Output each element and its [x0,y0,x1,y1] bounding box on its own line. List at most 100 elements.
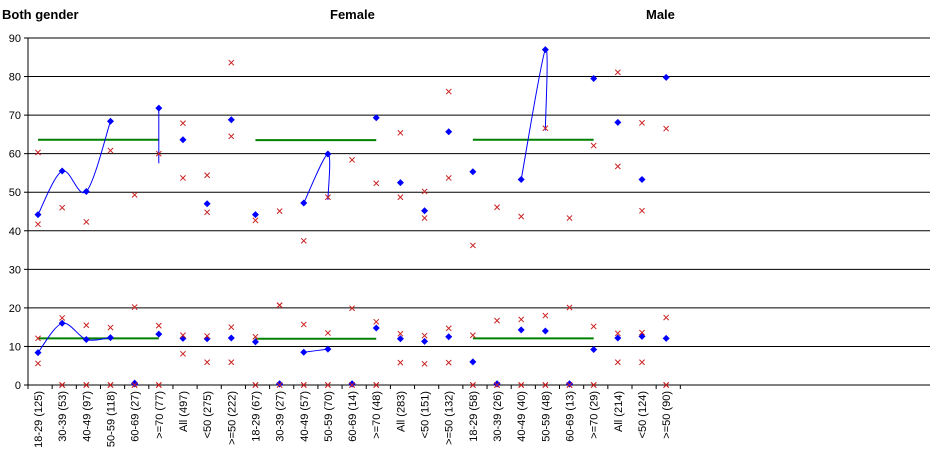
ci-marker [83,322,90,329]
estimate-marker [541,46,549,54]
y-tick-label: 50 [9,187,21,199]
ci-marker [373,180,380,187]
ci-marker [518,213,525,220]
x-tick-label: All (283) [395,391,407,432]
ci-marker [614,163,621,170]
estimate-marker [469,168,477,176]
ci-marker [397,194,404,201]
x-tick-label: 60-69 (14) [347,391,359,442]
x-tick-label: >=70 (29) [589,391,601,439]
y-tick-label: 30 [9,264,21,276]
estimate-marker [203,200,211,208]
x-tick-label: All (497) [178,391,190,432]
ci-marker [663,125,670,132]
ci-marker [566,304,573,311]
ci-marker [228,324,235,331]
ci-marker [421,188,428,195]
ci-marker [300,382,307,388]
estimate-marker [445,128,453,136]
ci-marker [155,322,162,329]
ci-marker [252,217,259,224]
estimate-marker [251,338,259,346]
x-tick-label: >=70 (77) [154,391,166,439]
ci-marker [300,321,307,328]
trend-curve [303,348,328,353]
estimate-marker [662,73,670,81]
ci-marker [542,312,549,319]
trend-curve [37,121,111,215]
ci-marker [107,147,114,154]
estimate-marker [469,358,477,366]
x-tick-label: 60-69 (13) [565,391,577,442]
ci-marker [276,208,283,215]
ci-marker [494,204,500,211]
reference-lines [38,138,594,340]
ci-marker [445,88,452,95]
ci-marker [469,242,476,249]
ci-marker [131,191,138,198]
estimate-marker [662,334,670,342]
estimate-marker [155,104,163,112]
ci-marker [445,325,452,332]
ci-marker [107,382,114,388]
y-tick-label: 70 [9,110,21,122]
panel-title-both-gender: Both gender [2,7,79,22]
x-tick-label: >=70 (48) [371,391,383,439]
estimate-marker [300,199,308,207]
estimate-marker [324,345,332,353]
estimate-marker [227,334,235,342]
estimate-marker [251,211,259,219]
ci-marker [59,204,66,211]
ci-marker [349,305,356,312]
x-tick-label: 50-59 (118) [105,391,117,447]
x-tick-label: 40-49 (40) [516,391,528,442]
ci-marker [228,59,235,66]
x-tick-label: <50 (124) [637,391,649,438]
estimate-marker [590,346,598,354]
ci-marker [228,359,235,366]
estimate-marker [517,326,525,334]
ci-marker [494,382,500,388]
estimate-marker [493,380,501,388]
estimate-marker [566,380,574,388]
ci-marker [204,333,211,339]
x-tick-label: 18-29 (67) [250,391,262,442]
ci-marker [276,302,283,309]
estimate-marker [300,348,308,356]
estimate-marker [638,332,646,340]
x-tick-label: 40-49 (57) [299,391,311,442]
ci-marker [421,332,428,339]
estimate-marker [372,114,380,122]
estimate-marker [34,211,42,219]
ci-marker [324,329,331,336]
ci-marker [445,175,452,181]
estimate-marker [203,335,211,343]
ci-marker [397,330,404,337]
y-tick-label: 80 [9,72,21,84]
ci-marker [566,215,573,222]
ci-marker [469,382,476,388]
ci-marker [155,150,162,157]
ci-marker [421,215,428,222]
gridlines [28,37,930,347]
estimate-marker [58,319,66,327]
ci-marker [614,359,621,366]
x-tick-label: 30-39 (53) [57,391,69,442]
x-tick-label: 18-29 (125) [33,391,45,448]
estimate-marker [58,167,66,175]
ci-marker [373,382,380,388]
x-tick-label: >=50 (222) [226,391,238,445]
ci-marker [639,329,645,336]
ci-marker [276,382,283,388]
ci-marker [614,330,621,337]
ci-marker [421,360,428,367]
ci-marker [155,382,162,388]
ci-marker [590,142,597,149]
ci-marker [35,149,41,156]
ci-marker [59,314,66,321]
ci-marker [83,382,90,388]
estimate-marker [106,117,114,125]
ci-marker [131,304,138,311]
y-tick-label: 40 [9,226,21,238]
